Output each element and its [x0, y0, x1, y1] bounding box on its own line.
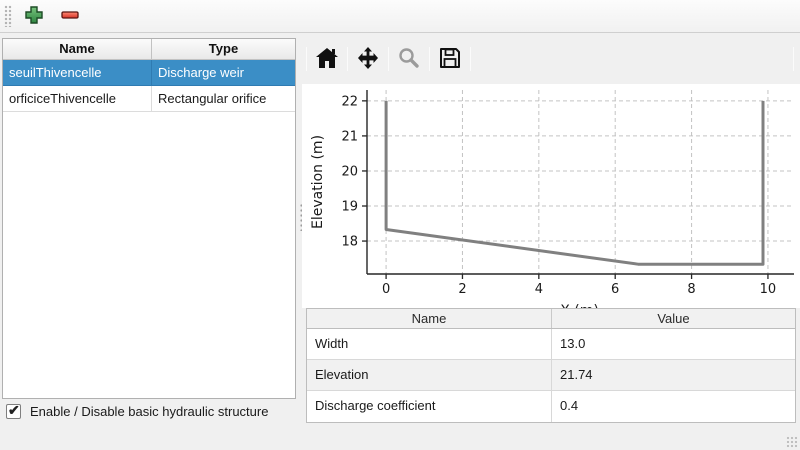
- table-row[interactable]: orficiceThivencelle Rectangular orifice: [3, 86, 295, 112]
- svg-text:Elevation (m): Elevation (m): [310, 135, 326, 229]
- column-header-type[interactable]: Type: [208, 41, 239, 56]
- remove-minus-icon: [60, 5, 80, 28]
- toolbar-drag-handle[interactable]: [4, 5, 12, 27]
- svg-text:21: 21: [341, 129, 358, 144]
- toolbar-separator: [470, 47, 471, 71]
- toolbar-separator: [347, 47, 348, 71]
- save-figure-button[interactable]: [434, 44, 466, 74]
- svg-text:18: 18: [341, 235, 358, 250]
- toolbar-separator: [793, 47, 794, 71]
- checkmark-icon: ✔: [8, 402, 20, 418]
- column-header-name[interactable]: Name: [3, 39, 152, 59]
- property-value-cell[interactable]: 0.4: [560, 398, 579, 413]
- home-view-button[interactable]: [311, 44, 343, 74]
- enable-structure-label: Enable / Disable basic hydraulic structu…: [30, 404, 269, 419]
- property-row[interactable]: Discharge coefficient 0.4: [307, 391, 795, 422]
- plot-toolbar: [302, 40, 800, 78]
- property-row[interactable]: Elevation 21.74: [307, 360, 795, 391]
- property-value-cell[interactable]: 13.0: [560, 336, 586, 351]
- save-icon: [439, 47, 461, 72]
- property-value-cell[interactable]: 21.74: [560, 367, 593, 382]
- zoom-rect-button[interactable]: [393, 44, 425, 74]
- svg-text:10: 10: [760, 282, 777, 297]
- table-row[interactable]: seuilThivencelle Discharge weir: [3, 60, 295, 86]
- column-header-name[interactable]: Name: [307, 309, 552, 328]
- toolbar-separator: [429, 47, 430, 71]
- svg-text:6: 6: [611, 282, 619, 297]
- svg-text:19: 19: [341, 200, 358, 215]
- svg-text:0: 0: [382, 282, 390, 297]
- property-row[interactable]: Width 13.0: [307, 329, 795, 360]
- window-resize-grip[interactable]: [786, 436, 798, 448]
- structures-table-header: Name Type: [3, 39, 295, 60]
- structures-table: Name Type seuilThivencelle Discharge wei…: [2, 38, 296, 399]
- svg-text:8: 8: [687, 282, 695, 297]
- structure-type-cell: Rectangular orifice: [158, 91, 267, 106]
- add-structure-button[interactable]: [20, 3, 48, 29]
- svg-text:22: 22: [341, 94, 358, 109]
- pan-button[interactable]: [352, 44, 384, 74]
- svg-text:20: 20: [341, 164, 358, 179]
- panel-splitter-handle[interactable]: [300, 203, 303, 231]
- home-icon: [315, 47, 339, 72]
- property-name-cell: Width: [307, 329, 552, 359]
- structure-name-cell: seuilThivencelle: [3, 60, 152, 85]
- structure-name-cell: orficiceThivencelle: [3, 86, 152, 111]
- toolbar-separator: [306, 47, 307, 71]
- svg-text:2: 2: [458, 282, 466, 297]
- pan-icon: [357, 46, 379, 72]
- add-plus-icon: [24, 5, 44, 28]
- properties-table-header: Name Value: [307, 309, 795, 329]
- zoom-icon: [398, 47, 420, 72]
- enable-structure-checkbox[interactable]: ✔: [6, 402, 21, 419]
- svg-text:4: 4: [535, 282, 543, 297]
- remove-structure-button[interactable]: [56, 3, 84, 29]
- structure-type-cell: Discharge weir: [158, 65, 244, 80]
- toolbar-separator: [388, 47, 389, 71]
- main-toolbar: [0, 0, 800, 33]
- properties-table: Name Value Width 13.0 Elevation 21.74 Di…: [306, 308, 796, 423]
- enable-structure-row: ✔ Enable / Disable basic hydraulic struc…: [6, 402, 269, 419]
- column-header-value[interactable]: Value: [657, 311, 690, 326]
- property-name-cell: Elevation: [307, 360, 552, 390]
- property-name-cell: Discharge coefficient: [307, 391, 552, 422]
